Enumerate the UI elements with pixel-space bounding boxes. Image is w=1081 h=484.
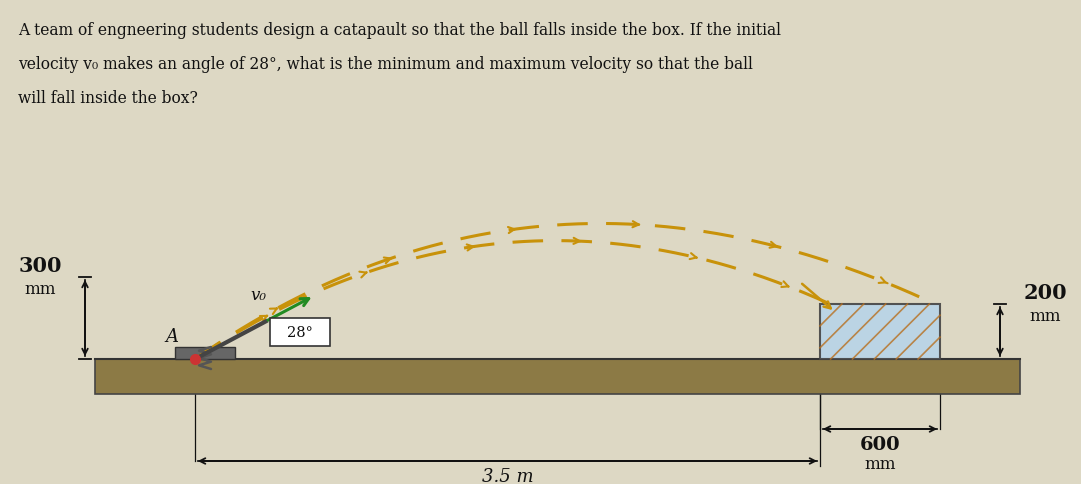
Text: mm: mm — [864, 455, 896, 472]
Text: 300: 300 — [18, 256, 62, 275]
Text: 28°: 28° — [286, 326, 312, 340]
Text: 3.5 m: 3.5 m — [482, 467, 533, 484]
Text: will fall inside the box?: will fall inside the box? — [18, 90, 198, 107]
Text: A team of engneering students design a catapault so that the ball falls inside t: A team of engneering students design a c… — [18, 22, 780, 39]
Text: velocity v₀ makes an angle of 28°, what is the minimum and maximum velocity so t: velocity v₀ makes an angle of 28°, what … — [18, 56, 752, 73]
Bar — [175, 348, 235, 359]
Text: 600: 600 — [859, 435, 900, 453]
Text: mm: mm — [24, 280, 56, 297]
Text: mm: mm — [1029, 307, 1060, 324]
Text: v₀: v₀ — [251, 287, 267, 304]
Text: 200: 200 — [1024, 283, 1067, 302]
Text: A: A — [165, 327, 178, 345]
Bar — [820, 304, 940, 359]
FancyBboxPatch shape — [269, 319, 330, 347]
Bar — [95, 359, 1020, 394]
